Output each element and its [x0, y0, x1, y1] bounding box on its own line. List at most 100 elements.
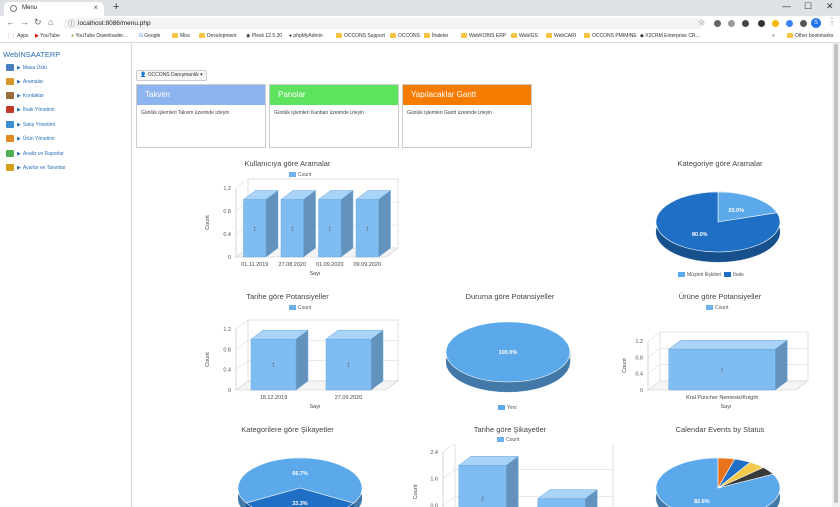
bookmarks-overflow-icon[interactable]: » — [772, 33, 775, 39]
card-yapilacaklar-gantt[interactable]: Yapılacaklar Gantt Günlük işlemleri Gant… — [402, 84, 532, 148]
bar-top — [317, 190, 354, 200]
pie-slice — [237, 457, 363, 504]
bookmark-occons-pmimine[interactable]: OCCONS PMIMINE — [584, 33, 637, 39]
y-axis-label: Count — [413, 484, 419, 499]
x-axis-label: Sayı — [309, 404, 320, 410]
bookmark-other[interactable]: Other bookmarks — [787, 33, 833, 39]
user-dropdown-button[interactable]: 👤 OCCONS Danışmanlık ▾ — [136, 70, 207, 81]
bookmark-occons-support[interactable]: OCCONS Support — [336, 33, 385, 39]
card-takvim[interactable]: Takvim Günlük işlemleri Takvim üzerinde … — [136, 84, 266, 148]
extension-icon[interactable] — [758, 20, 765, 27]
forward-icon[interactable]: → — [20, 17, 29, 27]
chart-legend[interactable]: Count — [706, 305, 728, 311]
y-axis-label: Count — [622, 358, 628, 373]
chart-legend[interactable]: Count — [289, 305, 311, 311]
chart-legend[interactable]: Count — [497, 437, 519, 443]
data-label: 2 — [481, 497, 484, 503]
bookmark-phpmyadmin[interactable]: ● phpMyAdmin — [289, 33, 323, 39]
sidebar-item-satis-yonetimi[interactable]: ▶ Satış Yönetimi — [6, 121, 55, 128]
pie-slice — [655, 191, 781, 253]
bookmark-webkobis-erp[interactable]: WebKOBIS ERP — [461, 33, 506, 39]
info-icon[interactable]: ⓘ — [68, 21, 75, 28]
bar — [458, 465, 507, 507]
extension-icon[interactable] — [728, 20, 735, 27]
bar-side — [295, 329, 309, 391]
menu-kebab-icon[interactable]: ⋮ — [828, 17, 836, 26]
bookmark-youtube-downloader[interactable]: ● YouTube Downloader... — [71, 33, 127, 39]
user-icon: 👤 — [140, 72, 147, 78]
x-tick-label: 09.09.2020 — [353, 262, 381, 268]
avatar[interactable]: S — [811, 18, 821, 28]
product-icon — [6, 135, 14, 142]
browser-tab[interactable]: Menu × — [4, 2, 104, 16]
y-tick-label: 1.2 — [223, 186, 231, 192]
sidebar-item-analiz-raporlar[interactable]: ▶ Analiz ve Raporlar — [6, 150, 64, 157]
bookmark-star-icon[interactable]: ☆ — [698, 18, 706, 27]
bookmark-ihaleler[interactable]: İhaleler — [424, 33, 448, 39]
scrollbar-thumb[interactable] — [834, 44, 838, 503]
bookmark-plesk[interactable]: ◉ Plesk 12.5.30 — [246, 33, 283, 39]
chart-legend[interactable]: Count — [289, 172, 311, 178]
card-title[interactable]: Takvim — [137, 85, 265, 105]
extension-icon[interactable] — [772, 20, 779, 27]
bookmark-development[interactable]: Development — [199, 33, 236, 39]
brand-title[interactable]: WebİNSAATERP — [3, 50, 61, 59]
minimize-button[interactable]: — — [782, 1, 791, 11]
home-icon[interactable]: ⌂ — [48, 17, 54, 27]
sidebar-item-kontaklar[interactable]: ▶ Kontaklar — [6, 92, 44, 99]
maximize-button[interactable]: ☐ — [804, 1, 813, 11]
address-bar[interactable]: ⓘ localhost:8086/menu.php — [63, 18, 705, 29]
bookmark-misc[interactable]: Misc — [172, 33, 190, 39]
bar-side — [265, 190, 279, 258]
bookmark-webcari[interactable]: WebCARI — [546, 33, 576, 39]
card-title[interactable]: Yapılacaklar Gantt — [403, 85, 531, 105]
chart-title: Duruma göre Potansiyeller — [465, 292, 555, 301]
new-tab-button[interactable]: + — [113, 1, 120, 13]
pie-slice — [717, 467, 774, 489]
pie-chart: 66.7% 33.3% — [237, 457, 363, 507]
bookmark-occons[interactable]: OCCONS — [390, 33, 420, 39]
puzzle-icon[interactable] — [800, 20, 807, 27]
sidebar-item-aramalar[interactable]: ▶ Aramalar — [6, 78, 43, 85]
data-label: 1 — [328, 226, 331, 232]
chart-legend[interactable]: Yeni — [498, 405, 517, 411]
card-panolar[interactable]: Panolar Günlük işlemleri Kanban üzerinde… — [269, 84, 399, 148]
sidebar-item-masa-ustu[interactable]: ▶ Masa Üstü — [6, 64, 47, 71]
globe-icon — [10, 5, 17, 12]
gridline — [235, 319, 398, 330]
bookmark-webigs[interactable]: WebIGS — [511, 33, 538, 39]
pie-slice — [245, 487, 355, 507]
y-tick-label: 0.8 — [223, 347, 231, 353]
extension-icon[interactable] — [742, 20, 749, 27]
phone-icon — [6, 78, 14, 85]
data-label: 1 — [347, 363, 350, 369]
card-title[interactable]: Panolar — [270, 85, 398, 105]
extension-icon[interactable] — [714, 20, 721, 27]
sidebar-item-urun-yonetimi[interactable]: ▶ Ürün Yönetimi — [6, 135, 54, 142]
bar-side — [370, 329, 384, 391]
extension-icon[interactable] — [786, 20, 793, 27]
bookmark-google[interactable]: G Google — [139, 33, 161, 39]
y-tick-label: 0 — [228, 388, 231, 394]
y-axis-label: Count — [205, 352, 211, 367]
slice-label: 33.3% — [292, 501, 308, 507]
x-tick-label: 18.12.2019 — [260, 395, 288, 401]
close-tab-icon[interactable]: × — [93, 3, 98, 12]
back-icon[interactable]: ← — [6, 17, 15, 27]
y-tick-label: 0.4 — [635, 372, 643, 378]
slice-label: 20.0% — [728, 208, 744, 214]
data-label: 1 — [272, 363, 275, 369]
chart-legend[interactable]: Müşteri İlişkileri İhale — [678, 272, 744, 278]
pie-chart: 82.6% — [655, 457, 781, 507]
card-description: Günlük işlemleri Gantt üzerinde izleyin — [407, 110, 493, 116]
close-window-button[interactable]: ✕ — [826, 1, 834, 11]
bar-side — [303, 190, 316, 258]
x-tick-label: Kral Puncher Nemesis/Knight — [686, 395, 758, 401]
bookmark-x2crm[interactable]: ◆ X2CRM Enterprise CR... — [640, 33, 700, 39]
sidebar-item-ihale-yonetimi[interactable]: ▶ İhale Yönetimi — [6, 106, 54, 113]
sidebar-item-ayarlar[interactable]: ▶ Ayarlar ve Tanımlar — [6, 164, 66, 171]
chart-title: Calendar Events by Status — [675, 425, 765, 434]
bookmark-youtube[interactable]: ▶ YouTube — [35, 33, 60, 39]
reload-icon[interactable]: ↻ — [34, 17, 42, 27]
bookmark-apps[interactable]: ⋮⋮ Apps — [6, 33, 29, 39]
